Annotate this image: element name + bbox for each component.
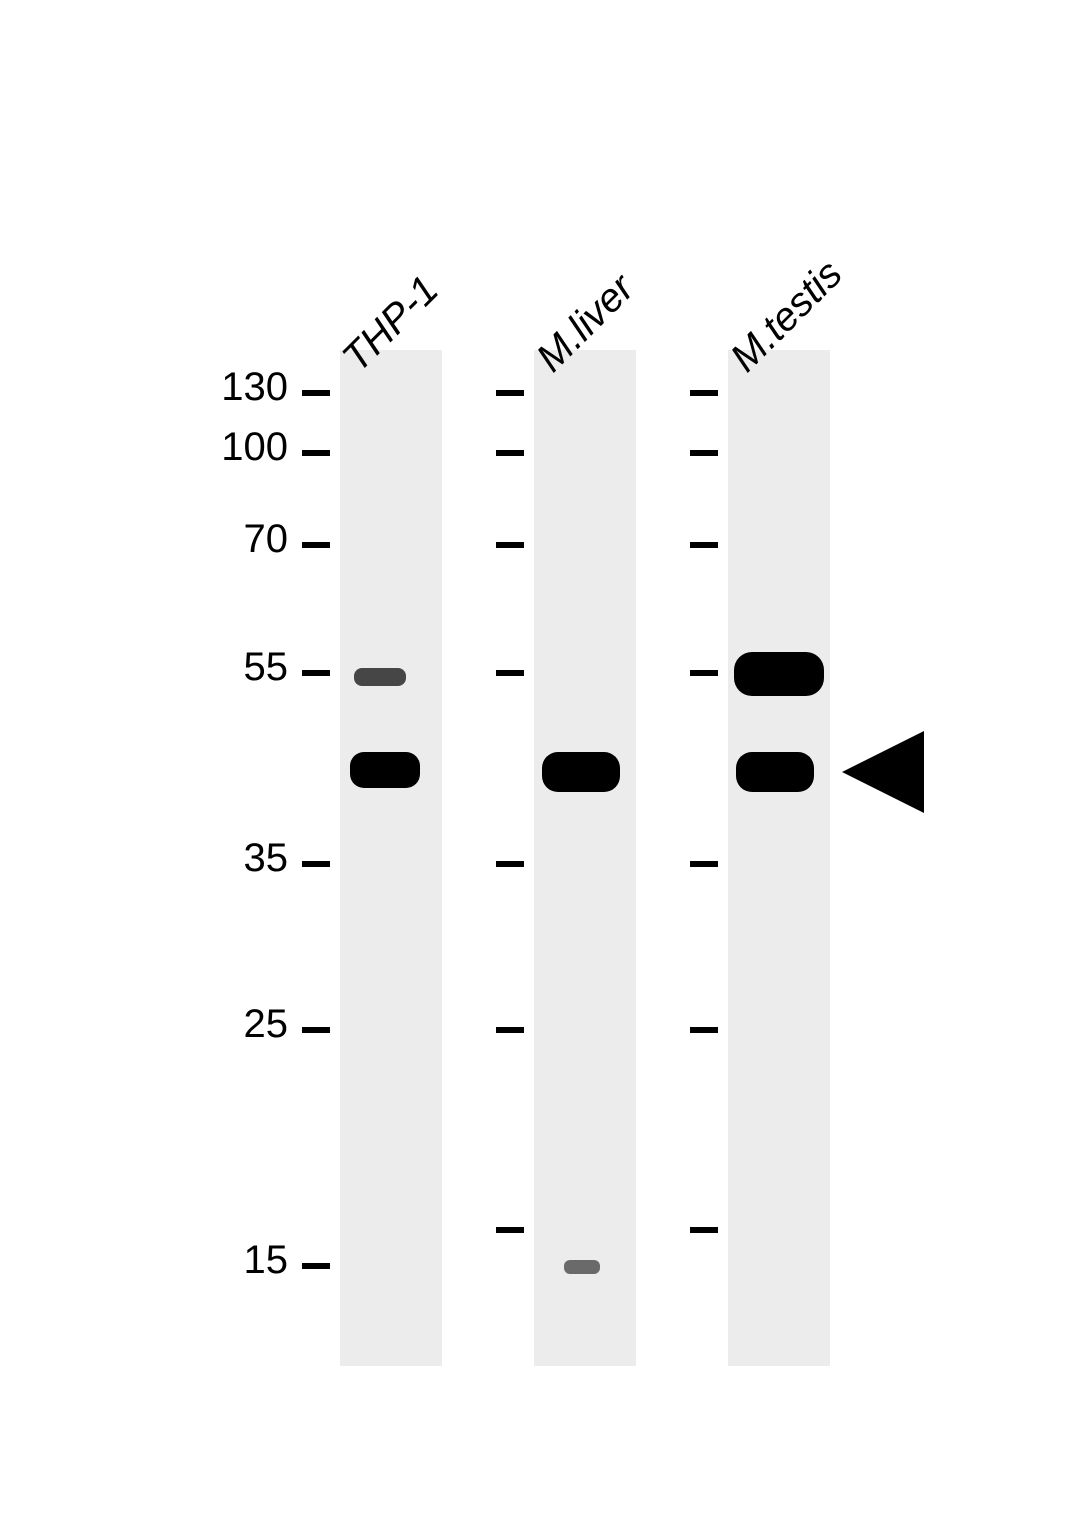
band xyxy=(354,668,406,686)
mw-tick xyxy=(496,390,524,396)
mw-tick xyxy=(496,1227,524,1233)
mw-label-55: 55 xyxy=(244,645,289,690)
mw-tick xyxy=(690,1227,718,1233)
band xyxy=(736,752,814,792)
lane-mtestis xyxy=(728,350,830,1366)
mw-tick xyxy=(302,1263,330,1269)
mw-label-70: 70 xyxy=(244,517,289,562)
target-band-arrow-icon xyxy=(842,731,924,813)
mw-label-130: 130 xyxy=(221,365,288,410)
blot-figure: THP-1 M.liver M.testis 130 100 70 55 35 … xyxy=(0,0,1075,1524)
mw-tick xyxy=(496,861,524,867)
mw-label-25: 25 xyxy=(244,1002,289,1047)
mw-tick xyxy=(496,450,524,456)
mw-tick xyxy=(496,1027,524,1033)
mw-label-15: 15 xyxy=(244,1238,289,1283)
mw-label-35: 35 xyxy=(244,836,289,881)
lane-thp1 xyxy=(340,350,442,1366)
mw-tick xyxy=(302,861,330,867)
mw-tick xyxy=(302,390,330,396)
mw-tick xyxy=(690,861,718,867)
mw-tick xyxy=(690,390,718,396)
band xyxy=(564,1260,600,1274)
mw-tick xyxy=(690,1027,718,1033)
mw-tick xyxy=(302,542,330,548)
mw-tick xyxy=(302,1027,330,1033)
mw-tick xyxy=(496,542,524,548)
band xyxy=(734,652,824,696)
band xyxy=(350,752,420,788)
band xyxy=(542,752,620,792)
mw-tick xyxy=(302,450,330,456)
lane-mliver xyxy=(534,350,636,1366)
mw-tick xyxy=(302,670,330,676)
mw-tick xyxy=(690,450,718,456)
mw-label-100: 100 xyxy=(221,425,288,470)
mw-tick xyxy=(690,542,718,548)
mw-tick xyxy=(496,670,524,676)
mw-tick xyxy=(690,670,718,676)
